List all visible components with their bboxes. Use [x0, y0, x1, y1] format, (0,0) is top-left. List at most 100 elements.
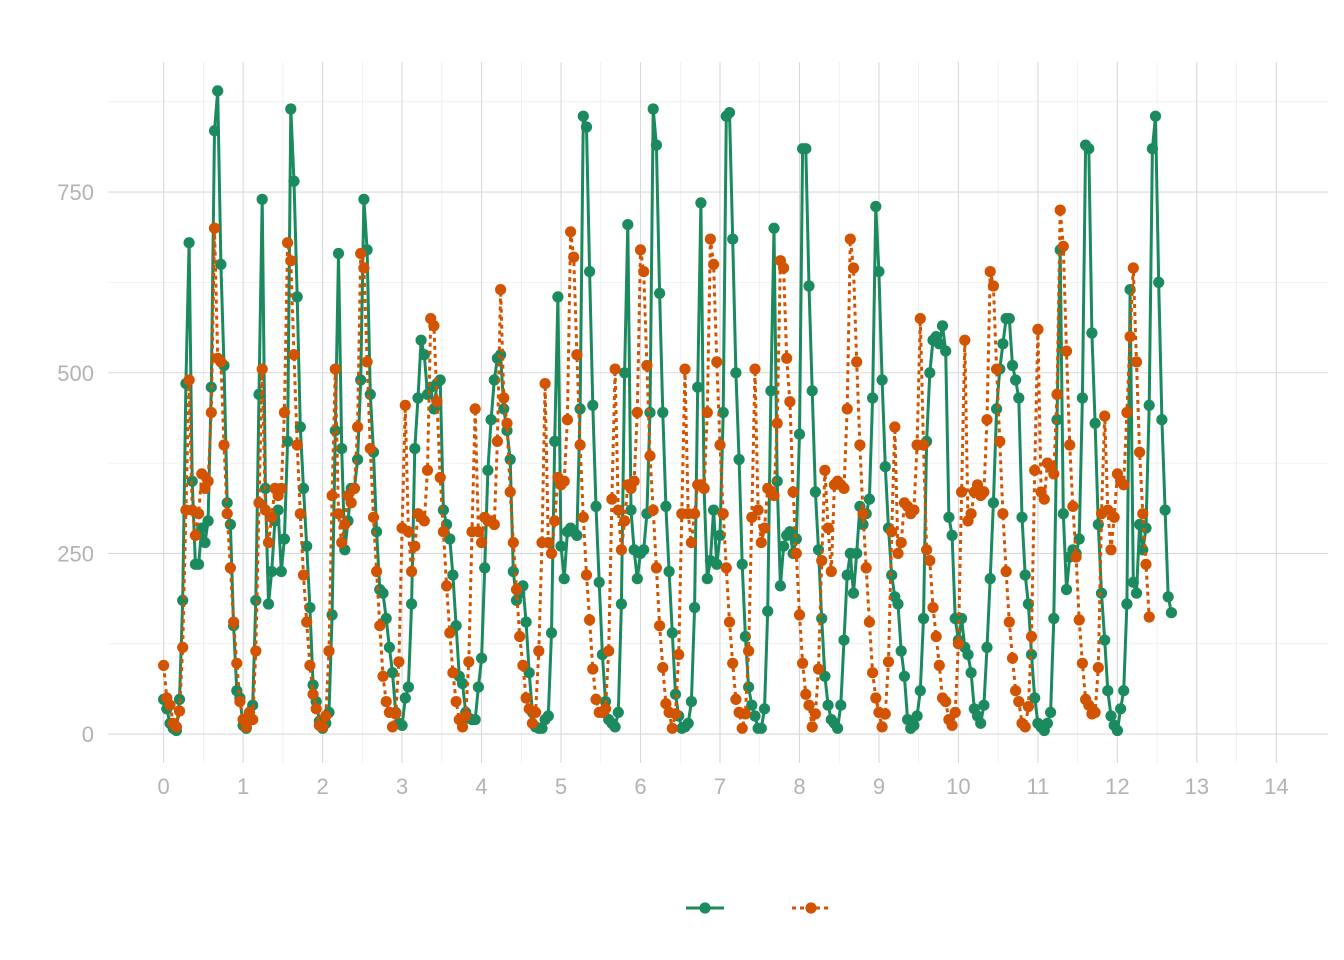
series-2-point: [510, 584, 523, 596]
series-1-point: [835, 699, 847, 711]
series-1-point: [224, 518, 236, 531]
series-2-point: [1067, 500, 1079, 512]
series-2-point: [266, 511, 278, 523]
series-2-point: [978, 486, 990, 498]
series-1-point: [415, 334, 427, 346]
series-1-point: [685, 696, 698, 708]
series-2-point: [644, 450, 656, 462]
series-2-point: [790, 547, 802, 560]
series-2-point: [819, 464, 831, 476]
series-2-point: [984, 266, 996, 278]
series-1-point: [380, 612, 392, 625]
series-1-point: [542, 710, 554, 722]
series-1-point: [590, 500, 602, 512]
x-tick-label: 11: [1026, 774, 1049, 799]
series-1-point: [587, 399, 599, 411]
series-2-point: [743, 645, 755, 657]
series-1-point: [297, 482, 310, 494]
series-2-point: [352, 421, 364, 433]
series-1-point: [768, 222, 780, 234]
series-2-point: [806, 721, 818, 733]
series-1-point: [749, 710, 761, 722]
series-1-point: [1118, 685, 1130, 697]
series-2-point: [949, 706, 961, 719]
series-2-point: [332, 508, 345, 520]
series-1-point: [1115, 703, 1127, 715]
series-1-point: [739, 630, 752, 643]
legend: [686, 902, 830, 914]
series-2-point: [1048, 468, 1060, 480]
series-2-point: [530, 706, 542, 719]
series-2-point: [895, 537, 907, 549]
series-2-point: [809, 708, 822, 720]
series-2-point: [723, 616, 736, 628]
series-1-point: [1162, 591, 1174, 603]
series-1-point: [730, 367, 742, 379]
series-1-point: [940, 345, 952, 357]
series-1-point: [288, 175, 300, 187]
series-2-point: [758, 522, 771, 534]
series-2-point: [221, 508, 233, 520]
series-2-point: [781, 352, 793, 364]
series-2-point: [193, 508, 205, 520]
x-tick-label: 9: [873, 774, 885, 799]
series-2-point: [358, 262, 370, 274]
series-2-point: [654, 620, 666, 632]
series-1-point: [1041, 717, 1053, 729]
series-2-point: [355, 247, 367, 260]
series-2-point: [501, 417, 513, 429]
series-1-point: [784, 526, 796, 538]
series-1-point: [418, 349, 430, 361]
series-2-point: [170, 721, 182, 733]
series-1-point: [1165, 607, 1177, 619]
series-2-point: [247, 714, 259, 726]
series-1-point: [1019, 569, 1031, 581]
series-2-point: [666, 722, 678, 734]
series-2-point: [854, 439, 866, 451]
series-2-point: [857, 508, 869, 520]
series-2-point: [771, 417, 783, 429]
series-1-point: [536, 722, 548, 734]
x-tick-label: 13: [1185, 774, 1209, 799]
series-1-point: [377, 587, 389, 599]
series-2-point: [447, 667, 459, 679]
series-2-point: [418, 515, 430, 527]
series-2-point: [1064, 439, 1076, 451]
series-2-point: [1124, 331, 1136, 343]
series-1-point: [663, 565, 675, 578]
series-2-point: [1032, 323, 1044, 335]
series-2-point: [183, 374, 195, 386]
series-2-point: [867, 667, 879, 679]
series-2-point: [177, 641, 189, 654]
series-1-point: [638, 544, 650, 556]
series-2-point: [542, 537, 554, 549]
series-2-point: [441, 580, 453, 592]
series-2-point: [574, 439, 586, 451]
series-1-point: [256, 193, 268, 205]
series-2-point: [323, 645, 335, 657]
y-tick-label: 0: [82, 722, 94, 747]
series-1-point: [991, 403, 1003, 415]
series-2-point: [701, 406, 713, 419]
series-1-point: [409, 443, 421, 455]
series-2-point: [1089, 706, 1101, 719]
series-2-point: [689, 508, 701, 520]
series-2-point: [1076, 657, 1088, 669]
series-2-point: [488, 518, 500, 531]
series-1-point: [1076, 392, 1088, 404]
series-2-point: [498, 392, 510, 404]
x-tick-label: 3: [396, 774, 408, 799]
x-tick-label: 10: [946, 774, 970, 799]
series-1-point: [304, 602, 316, 614]
x-tick-label: 6: [634, 774, 646, 799]
series-1-point: [1140, 522, 1152, 534]
series-2-point: [587, 663, 599, 675]
series-1-point: [879, 461, 891, 473]
x-tick-label: 5: [555, 774, 567, 799]
series-2-point: [650, 562, 663, 574]
series-1-point: [847, 587, 860, 599]
series-2-point: [472, 526, 484, 538]
series-1-point: [215, 258, 227, 270]
series-2-point: [558, 475, 570, 487]
